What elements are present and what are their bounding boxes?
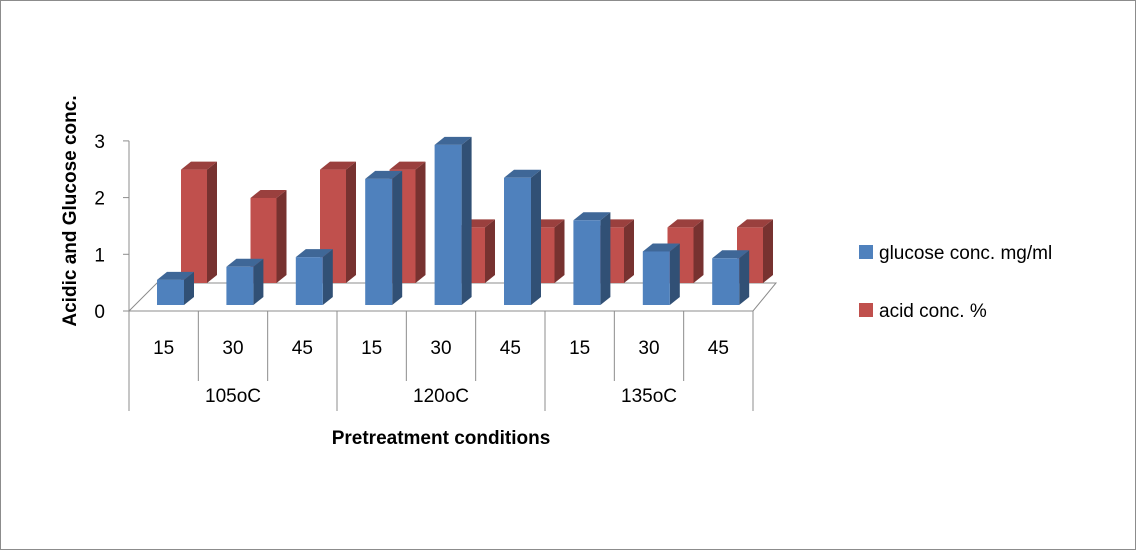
- acid-bar-top: [389, 161, 426, 170]
- y-tick-label: 1: [94, 245, 105, 266]
- acid-bar-side: [624, 219, 634, 283]
- x-tick-label: 45: [708, 338, 729, 359]
- glucose-bar-side: [600, 212, 611, 305]
- y-tick-label: 0: [94, 302, 105, 323]
- acid-bar-top: [737, 219, 773, 228]
- y-axis-title: Acidic and Glucose conc.: [60, 95, 81, 326]
- x-group-label: 135oC: [621, 386, 677, 407]
- glucose-bar-top: [573, 212, 611, 221]
- glucose-bar-side: [461, 136, 472, 305]
- glucose-bar-side: [531, 169, 541, 305]
- glucose-bar: [712, 250, 750, 305]
- x-tick-label: 30: [638, 338, 659, 359]
- glucose-bar-top: [504, 169, 541, 178]
- acid-bar-side: [415, 161, 426, 283]
- glucose-bar: [226, 258, 264, 305]
- x-tick-label: 30: [222, 338, 243, 359]
- acid-bar-top: [667, 219, 704, 228]
- x-tick-label: 45: [292, 338, 313, 359]
- acid-bar-front: [181, 169, 207, 283]
- acid-bar: [320, 161, 356, 283]
- glucose-bar-side: [392, 170, 403, 305]
- glucose-bar-side: [253, 258, 264, 305]
- legend-swatch: [859, 245, 873, 259]
- acid-bar-top: [250, 189, 287, 198]
- glucose-bar-front: [642, 251, 670, 305]
- glucose-bar-front: [365, 178, 393, 305]
- glucose-bar-front: [434, 144, 462, 305]
- acid-bar-side: [554, 219, 565, 283]
- acid-bar-side: [485, 219, 495, 283]
- glucose-bar-side: [184, 271, 194, 305]
- x-group-label: 120oC: [413, 386, 469, 407]
- glucose-bar: [504, 169, 541, 305]
- acid-bar-top: [320, 161, 356, 170]
- glucose-bar-top: [295, 249, 333, 258]
- glucose-bar: [365, 170, 403, 305]
- x-tick-label: 30: [430, 338, 451, 359]
- acid-bar: [667, 219, 704, 283]
- acid-bar-side: [693, 219, 704, 283]
- glucose-bar-front: [712, 258, 740, 305]
- x-tick-label: 15: [569, 338, 590, 359]
- glucose-bar-top: [226, 258, 264, 267]
- glucose-bar-top: [365, 170, 403, 179]
- glucose-bar-front: [157, 279, 184, 305]
- glucose-bar: [157, 271, 194, 305]
- glucose-bar-top: [434, 136, 472, 145]
- glucose-bar-side: [739, 250, 750, 305]
- x-tick-label: 45: [500, 338, 521, 359]
- glucose-bar-side: [669, 243, 680, 305]
- legend-entry-label: acid conc. %: [879, 301, 987, 322]
- glucose-bar-front: [504, 177, 531, 305]
- legend-swatch: [859, 303, 873, 317]
- glucose-bar-top: [157, 271, 194, 280]
- acid-bar-side: [276, 189, 287, 283]
- x-group-label: 105oC: [205, 386, 261, 407]
- glucose-bar-side: [322, 249, 333, 305]
- glucose-bar-front: [226, 266, 254, 305]
- x-tick-label: 15: [361, 338, 382, 359]
- glucose-bar-top: [712, 250, 750, 259]
- acid-bar-side: [763, 219, 773, 283]
- x-tick-label: 15: [153, 338, 174, 359]
- legend-entry-label: glucose conc. mg/ml: [879, 243, 1052, 264]
- acid-bar-side: [346, 161, 356, 283]
- glucose-bar-front: [573, 220, 601, 305]
- y-tick-label: 2: [94, 189, 105, 210]
- glucose-bar-top: [642, 243, 680, 252]
- glucose-bar: [573, 212, 611, 305]
- glucose-bar: [434, 136, 472, 305]
- glucose-bar-front: [295, 257, 323, 305]
- acid-bar-side: [207, 161, 217, 283]
- y-tick-label: 3: [94, 132, 105, 153]
- glucose-bar: [295, 249, 333, 305]
- x-axis-title: Pretreatment conditions: [332, 428, 551, 449]
- acid-bar: [181, 161, 217, 283]
- acid-bar-top: [181, 161, 217, 170]
- glucose-bar: [642, 243, 680, 305]
